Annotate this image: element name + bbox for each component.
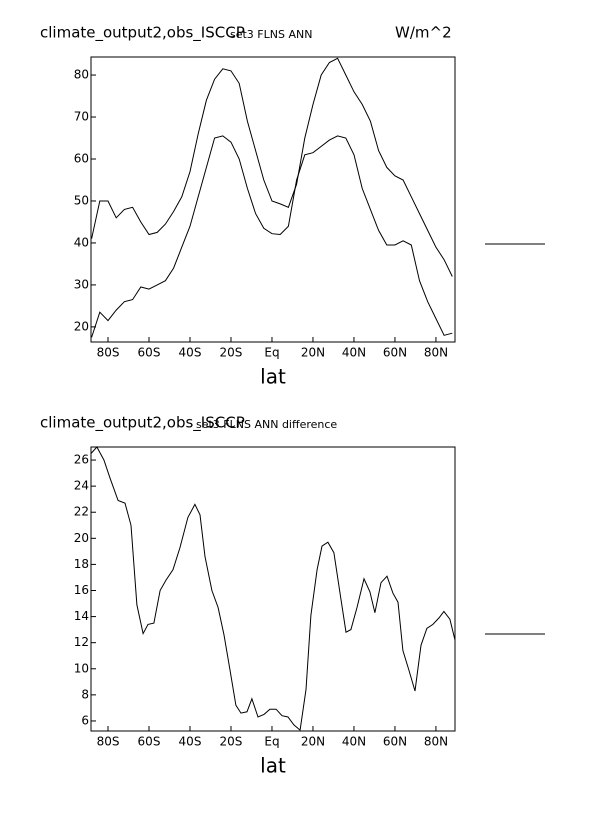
y-tick-label: 80 bbox=[74, 68, 89, 82]
plot-frame bbox=[90, 446, 456, 732]
x-tick-label: 20N bbox=[301, 735, 325, 749]
x-tick-label: Eq bbox=[264, 735, 279, 749]
chart-title: climate_output2,obs_ISCCP bbox=[40, 24, 245, 43]
y-tick-label: 70 bbox=[74, 110, 89, 124]
y-tick-label: 50 bbox=[74, 193, 89, 207]
x-tick-label: 80S bbox=[97, 346, 120, 360]
y-tick-label: 60 bbox=[74, 151, 89, 165]
x-tick-label: 40S bbox=[179, 735, 202, 749]
x-axis-label: lat bbox=[260, 754, 286, 778]
y-tick-label: 20 bbox=[74, 531, 89, 545]
x-tick-label: 20S bbox=[220, 346, 243, 360]
x-tick-label: 60N bbox=[383, 735, 407, 749]
x-tick-label: 40S bbox=[179, 346, 202, 360]
y-tick-label: 12 bbox=[74, 635, 89, 649]
x-tick-label: 60S bbox=[138, 735, 161, 749]
chart-subtitle: set3 FLNS ANN difference bbox=[196, 418, 337, 431]
y-tick-label: 18 bbox=[74, 557, 89, 571]
y-tick-label: 14 bbox=[74, 609, 89, 623]
y-tick-label: 16 bbox=[74, 583, 89, 597]
y-tick-label: 30 bbox=[74, 277, 89, 291]
x-axis-label: lat bbox=[260, 365, 286, 389]
x-tick-label: 20S bbox=[220, 735, 243, 749]
x-tick-label: 60S bbox=[138, 346, 161, 360]
x-tick-label: Eq bbox=[264, 346, 279, 360]
x-tick-label: 60N bbox=[383, 346, 407, 360]
y-tick-label: 24 bbox=[74, 479, 89, 493]
y-tick-label: 40 bbox=[74, 235, 89, 249]
x-tick-label: 40N bbox=[342, 735, 366, 749]
y-tick-label: 20 bbox=[74, 319, 89, 333]
data-line bbox=[90, 446, 456, 732]
units-label: W/m^2 bbox=[395, 24, 452, 42]
x-tick-label: 40N bbox=[342, 346, 366, 360]
data-line bbox=[91, 135, 453, 338]
plot-frame bbox=[90, 56, 456, 343]
y-tick-label: 10 bbox=[74, 661, 89, 675]
chart-subtitle: set3 FLNS ANN bbox=[230, 28, 312, 41]
x-tick-label: 20N bbox=[301, 346, 325, 360]
chart-title: climate_output2,obs_ISCCP bbox=[40, 414, 245, 433]
y-tick-label: 8 bbox=[81, 687, 89, 701]
x-tick-label: 80N bbox=[424, 735, 448, 749]
y-tick-label: 22 bbox=[74, 505, 89, 519]
x-tick-label: 80S bbox=[97, 735, 120, 749]
data-line bbox=[91, 57, 453, 277]
y-tick-label: 6 bbox=[81, 713, 89, 727]
x-tick-label: 80N bbox=[424, 346, 448, 360]
y-tick-label: 26 bbox=[74, 453, 89, 467]
